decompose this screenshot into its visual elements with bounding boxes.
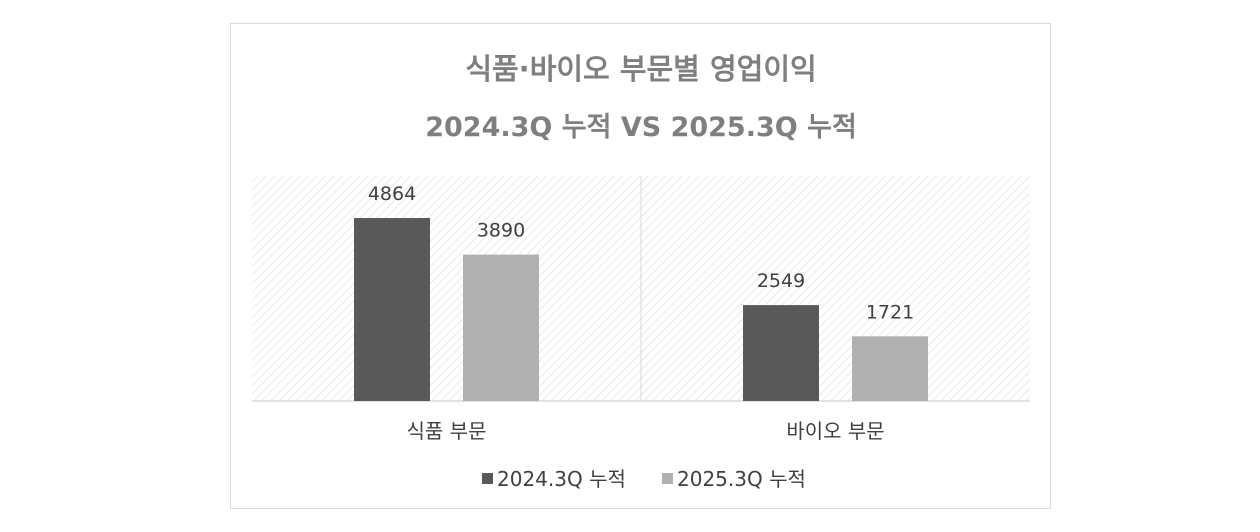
- data-label: 2549: [757, 270, 805, 292]
- bar: [743, 305, 819, 401]
- chart-frame: 식품·바이오 부문별 영업이익 2024.3Q 누적 VS 2025.3Q 누적…: [230, 23, 1051, 509]
- bar-chart: 식품·바이오 부문별 영업이익 2024.3Q 누적 VS 2025.3Q 누적…: [252, 52, 1030, 491]
- data-label: 3890: [477, 220, 525, 242]
- data-labels-layer: 4864 3890 2549 1721: [368, 183, 914, 323]
- legend: 2024.3Q 누적 2025.3Q 누적: [482, 467, 806, 491]
- bar: [354, 218, 430, 401]
- bar: [852, 336, 928, 401]
- chart-subtitle: 2024.3Q 누적 VS 2025.3Q 누적: [425, 112, 857, 143]
- bar: [463, 254, 539, 401]
- category-label: 식품 부문: [407, 419, 487, 443]
- category-label: 바이오 부문: [786, 419, 884, 443]
- category-labels-layer: 식품 부문 바이오 부문: [407, 419, 885, 443]
- legend-label: 2024.3Q 누적: [497, 467, 626, 491]
- data-label: 4864: [368, 183, 416, 205]
- legend-swatch: [662, 473, 673, 484]
- legend-swatch: [482, 473, 493, 484]
- legend-label: 2025.3Q 누적: [677, 467, 806, 491]
- data-label: 1721: [866, 301, 914, 323]
- chart-title: 식품·바이오 부문별 영업이익: [465, 52, 816, 86]
- bars-layer: [354, 218, 928, 401]
